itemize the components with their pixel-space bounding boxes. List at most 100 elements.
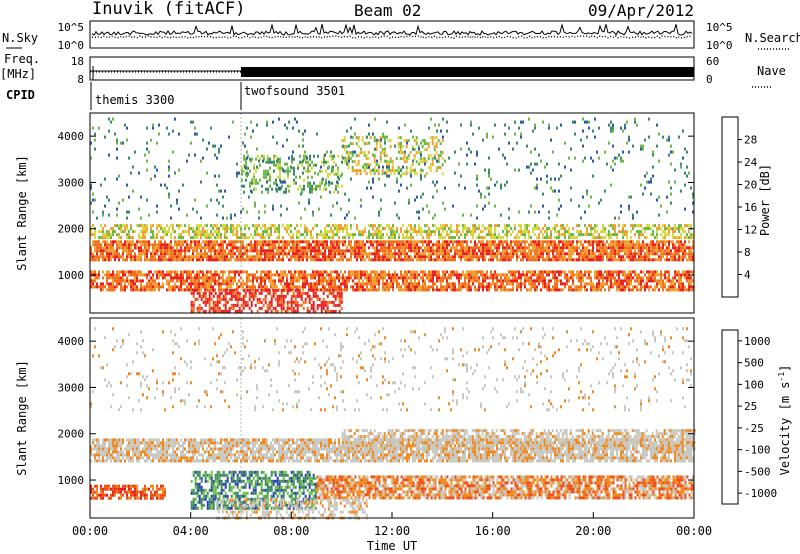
power-cell-3969 (254, 224, 256, 228)
power-cell-1249 (512, 255, 514, 259)
power-cell-1397 (562, 246, 564, 250)
power-cell-3395 (198, 294, 201, 298)
power-cell-4851 (357, 160, 360, 164)
power-cell-1358 (548, 258, 550, 262)
power-cell-1431 (572, 252, 574, 256)
power-cell-4170 (400, 230, 402, 234)
power-cell-2368 (314, 288, 316, 292)
power-cell-3887 (200, 233, 202, 237)
power-cell-3863 (186, 230, 188, 234)
power-cell-4615 (253, 181, 255, 185)
power-cell-918 (400, 258, 402, 262)
power-cell-4758 (315, 184, 317, 188)
power-cell-114 (128, 249, 130, 253)
power-cell-2467 (350, 285, 352, 289)
power-cell-2709 (436, 279, 438, 283)
power-cell-1188 (492, 252, 494, 256)
power-cell-2221 (258, 285, 260, 289)
power-cell-4785 (329, 154, 331, 158)
power-cell-422 (232, 246, 234, 250)
power-cell-1021 (436, 249, 438, 253)
power-cell-3811 (146, 224, 148, 228)
power-cell-87 (118, 255, 120, 259)
power-cell-3924 (222, 224, 224, 228)
power-cell-1048 (444, 252, 446, 256)
power-cell-1897 (132, 288, 134, 292)
power-cell-523 (266, 258, 268, 262)
power-cell-4273 (472, 227, 474, 231)
power-cell-1743 (678, 246, 680, 250)
power-cell-1315 (536, 243, 538, 247)
power-cell-1711 (666, 255, 668, 259)
power-cell-3691 (324, 303, 327, 307)
power-cell-1174 (488, 246, 490, 250)
power-cell-2823 (478, 288, 480, 292)
power-cell-755 (344, 249, 346, 253)
power-cell-4386 (552, 227, 554, 231)
power-cell-4617 (255, 157, 257, 161)
power-cell-4258 (462, 224, 464, 228)
power-cell-538 (272, 240, 274, 244)
power-cell-4289 (482, 230, 484, 234)
power-cell-256 (176, 252, 178, 256)
power-cell-48 (106, 246, 108, 250)
power-cell-2728 (444, 270, 446, 274)
power-cell-619 (298, 255, 300, 259)
power-cell-2531 (372, 285, 374, 289)
power-cell-3719 (338, 288, 341, 292)
power-cell-3216 (630, 288, 632, 292)
power-cell-2127 (218, 273, 220, 277)
power-cell-2421 (332, 285, 334, 289)
power-cell-305 (194, 240, 196, 244)
power-cell-303 (192, 255, 194, 259)
power-cell-2081 (202, 270, 204, 274)
power-cell-4716 (299, 175, 301, 179)
power-cell-4122 (370, 224, 372, 228)
power-cell-285 (186, 246, 188, 250)
power-cell-2403 (326, 288, 328, 292)
power-cell-1705 (664, 252, 666, 256)
power-cell-2847 (488, 285, 490, 289)
power-cell-3368 (690, 282, 692, 286)
power-cell-3215 (630, 282, 632, 286)
power-cell-3854 (178, 233, 180, 237)
power-cell-4285 (478, 236, 480, 240)
power-cell-4212 (428, 236, 430, 240)
power-cell-1239 (510, 243, 512, 247)
power-cell-2096 (206, 279, 208, 283)
power-cell-2009 (176, 285, 178, 289)
power-cell-4711 (297, 163, 299, 167)
power-cell-237 (170, 249, 172, 253)
power-cell-1230 (506, 252, 508, 256)
power-cell-4632 (263, 157, 265, 161)
power-cell-1879 (126, 276, 128, 280)
power-cell-1650 (646, 246, 648, 250)
power-cell-266 (180, 243, 182, 247)
power-cell-4539 (664, 236, 666, 240)
power-cell-246 (174, 240, 176, 244)
power-cell-30 (100, 246, 102, 250)
power-cell-1159 (482, 255, 484, 259)
power-cell-3177 (618, 276, 620, 280)
power-cell-2604 (400, 273, 402, 277)
power-cell-1784 (692, 255, 694, 259)
power-cell-3119 (596, 285, 598, 289)
power-cell-3135 (602, 276, 604, 280)
power-cell-1676 (654, 252, 656, 256)
power-cell-2952 (530, 276, 532, 280)
power-cell-1073 (452, 258, 454, 262)
power-cell-4698 (289, 184, 291, 188)
power-cell-1500 (598, 240, 600, 244)
power-cell-1578 (622, 246, 624, 250)
power-cell-3352 (684, 288, 686, 292)
power-cell-1115 (466, 258, 468, 262)
nsearch-label: N.Search (745, 31, 800, 45)
power-cell-4464 (608, 236, 610, 240)
power-cell-3618 (290, 306, 293, 310)
power-cell-855 (382, 240, 384, 244)
power-cell-550 (276, 240, 278, 244)
power-cell-4537 (664, 230, 666, 234)
power-cell-1893 (132, 273, 134, 277)
power-cell-2149 (226, 279, 228, 283)
power-cell-700 (326, 240, 328, 244)
